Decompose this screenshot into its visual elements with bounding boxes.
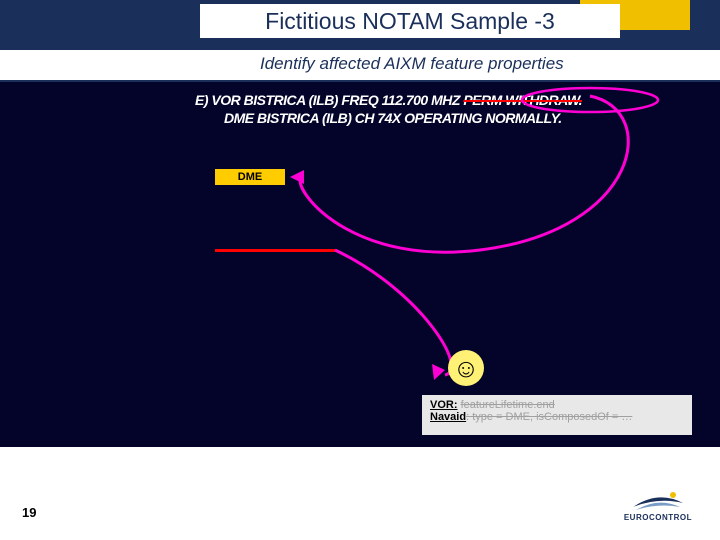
bottom-curve [0,440,720,540]
notam-line1-struck: PERM WITHDRAW. [463,92,582,108]
info-vor-row: VOR: featureLifetime.end [430,399,684,411]
smiley-icon: ☺ [448,350,484,386]
notam-line-1: E) VOR BISTRICA (ILB) FREQ 112.700 MHZ P… [195,92,582,108]
navaid-text: : type = DME, isComposedOf = … [466,411,632,423]
logo-swoosh-icon [628,485,688,515]
red-line [215,249,335,252]
dme-label: DME [238,171,262,183]
notam-line1-prefix: E) VOR BISTRICA (ILB) FREQ 112.700 MHZ [195,92,463,108]
info-navaid-row: Navaid: type = DME, isComposedOf = … [430,411,684,423]
dme-box: DME [215,169,285,185]
info-box: VOR: featureLifetime.end Navaid: type = … [422,395,692,435]
main-band [0,82,720,447]
vor-text: featureLifetime.end [461,399,555,411]
vor-label: VOR: [430,399,458,411]
eurocontrol-logo: EUROCONTROL [624,485,692,522]
notam-line-2: DME BISTRICA (ILB) CH 74X OPERATING NORM… [224,110,562,126]
page-number: 19 [22,505,36,520]
navaid-label: Navaid [430,411,466,423]
title-area: Fictitious NOTAM Sample -3 [200,4,620,38]
subtitle: Identify affected AIXM feature propertie… [260,54,564,74]
page-title: Fictitious NOTAM Sample -3 [265,8,555,35]
